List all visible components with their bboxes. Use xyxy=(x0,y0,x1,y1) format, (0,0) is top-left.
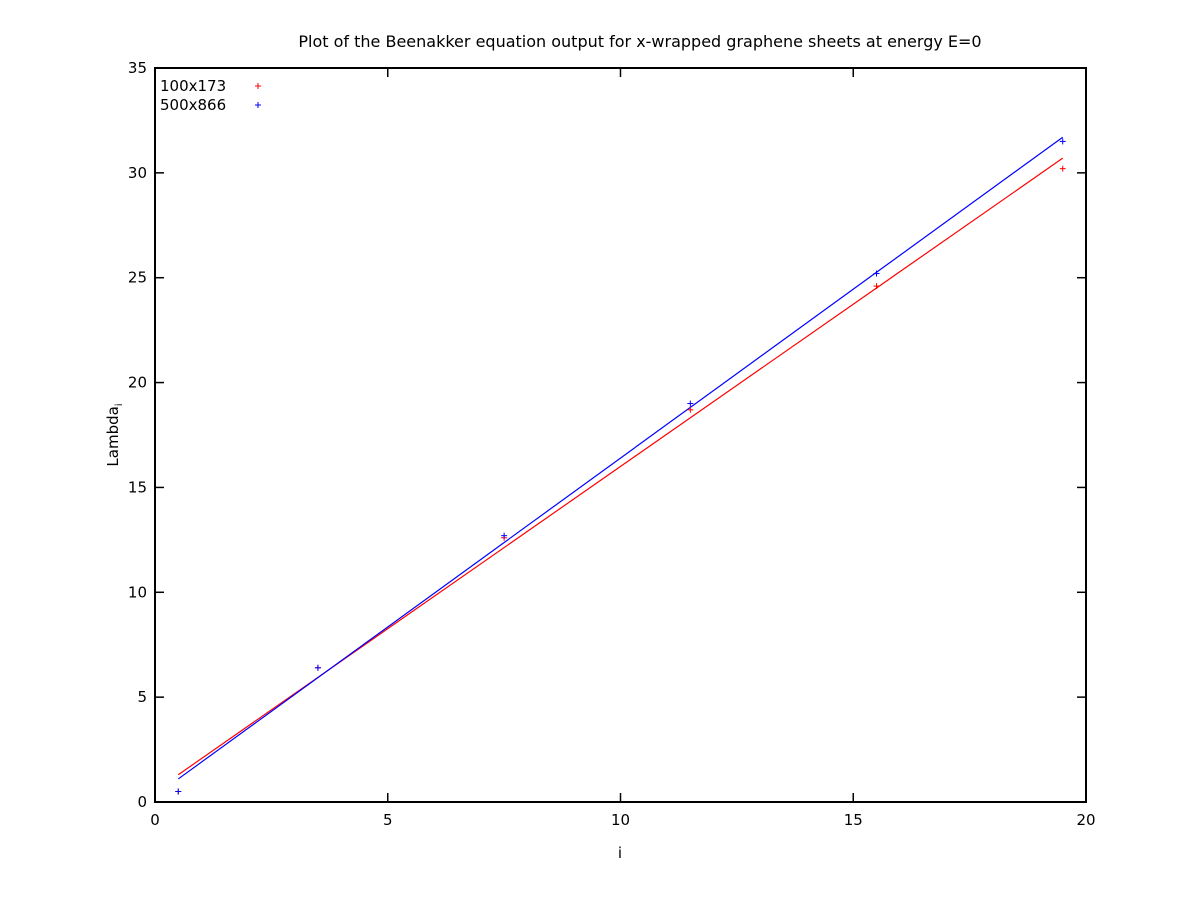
point-100x173-4 xyxy=(873,283,880,290)
y-tick-label-30: 30 xyxy=(128,164,147,182)
point-500x866-1 xyxy=(314,664,321,671)
x-tick-label-10: 10 xyxy=(611,811,630,829)
legend-plus-500x866 xyxy=(255,102,261,108)
x-tick-label-15: 15 xyxy=(844,811,863,829)
legend-marker-500x866 xyxy=(255,102,261,108)
point-500x866-5 xyxy=(1059,138,1066,145)
legend-plus-100x173 xyxy=(255,83,261,89)
legend-label-100x173: 100x173 xyxy=(160,77,226,95)
point-100x173-5 xyxy=(1059,165,1066,172)
y-tick-label-15: 15 xyxy=(128,478,147,496)
point-500x866-3 xyxy=(687,400,694,407)
legend: 100x173 500x866 xyxy=(160,77,261,114)
y-tick-label-20: 20 xyxy=(128,374,147,392)
data-points xyxy=(175,138,1066,795)
y-tick-label-5: 5 xyxy=(137,688,147,706)
x-axis-label: i xyxy=(618,844,622,862)
y-axis-label-main: Lambda xyxy=(104,406,122,466)
y-tick-label-0: 0 xyxy=(137,793,147,811)
plot-frame xyxy=(154,67,1087,803)
fit-lines xyxy=(177,136,1064,780)
x-tick-label-0: 0 xyxy=(150,811,160,829)
legend-entry-100x173: 100x173 xyxy=(160,77,261,95)
x-tick-label-20: 20 xyxy=(1076,811,1095,829)
point-500x866-4 xyxy=(873,270,880,277)
y-axis-label: Lambdai xyxy=(104,403,125,466)
y-tick-label-10: 10 xyxy=(128,583,147,601)
tick-labels: 0 5 10 15 20 0 5 10 15 20 25 30 35 xyxy=(128,59,1096,829)
legend-marker-100x173 xyxy=(255,83,261,89)
y-tick-label-35: 35 xyxy=(128,59,147,77)
legend-entry-500x866: 500x866 xyxy=(160,96,261,114)
legend-label-500x866: 500x866 xyxy=(160,96,226,114)
y-axis-label-subscript: i xyxy=(114,403,125,406)
y-tick-label-25: 25 xyxy=(128,269,147,287)
point-500x866-0 xyxy=(175,788,182,795)
fit-line-500x866 xyxy=(177,136,1064,780)
point-100x173-3 xyxy=(687,406,694,413)
point-500x866-2 xyxy=(501,532,508,539)
x-tick-label-5: 5 xyxy=(383,811,393,829)
chart-title: Plot of the Beenakker equation output fo… xyxy=(298,32,981,51)
